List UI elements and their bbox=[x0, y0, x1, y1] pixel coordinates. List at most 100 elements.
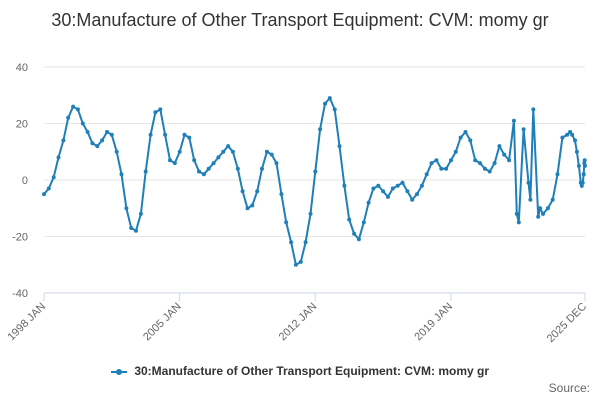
data-point bbox=[114, 149, 119, 154]
data-point bbox=[269, 152, 274, 157]
data-point bbox=[226, 144, 231, 149]
data-point bbox=[279, 192, 284, 197]
data-point bbox=[342, 183, 347, 188]
data-point bbox=[434, 158, 439, 163]
data-point bbox=[337, 144, 342, 149]
data-point bbox=[581, 172, 586, 177]
data-point bbox=[158, 107, 163, 112]
data-point bbox=[568, 130, 573, 134]
data-point bbox=[124, 206, 129, 211]
data-point bbox=[570, 132, 575, 137]
data-point bbox=[381, 189, 386, 194]
data-point bbox=[284, 220, 289, 225]
data-point bbox=[405, 189, 410, 194]
data-point bbox=[531, 107, 536, 112]
data-point bbox=[502, 152, 507, 157]
data-point bbox=[182, 132, 187, 137]
data-point bbox=[75, 107, 80, 112]
data-point bbox=[390, 186, 395, 191]
data-point bbox=[71, 104, 76, 109]
data-point bbox=[473, 158, 478, 163]
series-line bbox=[43, 96, 586, 267]
y-axis-ticks: 40 20 0 -20 -40 bbox=[12, 62, 28, 300]
data-point bbox=[347, 217, 352, 222]
data-point bbox=[395, 183, 400, 188]
data-point bbox=[487, 169, 492, 174]
data-point bbox=[172, 161, 177, 166]
data-point bbox=[545, 206, 550, 211]
data-point bbox=[255, 189, 260, 194]
data-point bbox=[439, 166, 444, 171]
data-point bbox=[293, 262, 298, 267]
data-point bbox=[206, 166, 211, 171]
data-point bbox=[134, 228, 138, 233]
data-point bbox=[109, 132, 114, 137]
data-point bbox=[458, 135, 463, 140]
data-point bbox=[528, 197, 533, 202]
data-point bbox=[105, 130, 109, 134]
y-tick-label: 20 bbox=[16, 119, 28, 131]
data-point bbox=[148, 132, 153, 137]
data-point bbox=[250, 203, 255, 208]
data-point bbox=[574, 149, 579, 154]
data-point bbox=[366, 200, 371, 205]
data-point bbox=[313, 169, 318, 174]
data-point bbox=[516, 220, 521, 225]
data-point bbox=[66, 115, 71, 120]
data-point bbox=[419, 183, 424, 188]
data-point bbox=[541, 211, 545, 216]
y-tick-label: 40 bbox=[16, 62, 28, 74]
data-point bbox=[308, 211, 313, 216]
data-point bbox=[80, 121, 85, 126]
data-point bbox=[497, 144, 502, 149]
data-point bbox=[444, 166, 449, 171]
data-point bbox=[230, 149, 235, 154]
data-point bbox=[514, 211, 519, 216]
data-point bbox=[371, 186, 376, 191]
data-point bbox=[376, 183, 381, 188]
data-point bbox=[51, 175, 56, 180]
data-point bbox=[163, 132, 168, 137]
data-point bbox=[424, 172, 429, 177]
data-point bbox=[580, 180, 585, 185]
data-point bbox=[274, 161, 279, 166]
data-point bbox=[240, 189, 245, 194]
data-point bbox=[264, 149, 269, 154]
data-point bbox=[468, 138, 473, 143]
y-tick-label: -20 bbox=[12, 232, 28, 244]
data-point bbox=[56, 155, 61, 160]
data-point bbox=[352, 231, 357, 236]
data-point bbox=[192, 158, 197, 163]
series-points bbox=[42, 96, 587, 267]
data-point bbox=[260, 166, 264, 171]
data-point bbox=[61, 138, 66, 143]
chart-title: 30:Manufacture of Other Transport Equipm… bbox=[51, 10, 549, 30]
data-point bbox=[211, 161, 216, 166]
data-point bbox=[555, 172, 560, 177]
data-point bbox=[386, 194, 390, 199]
data-point bbox=[327, 96, 332, 101]
data-point bbox=[478, 161, 482, 166]
data-point bbox=[361, 220, 366, 225]
data-point bbox=[95, 144, 100, 149]
data-point bbox=[168, 158, 172, 163]
data-point bbox=[410, 197, 415, 202]
x-axis-ticks: 1998 JAN 2005 JAN 2012 JAN 2019 JAN 2025 DEC bbox=[5, 293, 589, 345]
data-point bbox=[449, 158, 453, 163]
data-point bbox=[507, 158, 512, 163]
data-point bbox=[453, 149, 458, 154]
data-point bbox=[235, 166, 240, 171]
x-tick-label: 2012 JAN bbox=[277, 301, 320, 344]
data-point bbox=[197, 169, 201, 174]
source-label: Source: bbox=[548, 381, 590, 395]
x-tick-label: 1998 JAN bbox=[5, 301, 48, 344]
legend[interactable]: 30:Manufacture of Other Transport Equipm… bbox=[0, 364, 600, 378]
data-point bbox=[463, 130, 468, 134]
data-point bbox=[216, 155, 221, 160]
data-point bbox=[153, 110, 158, 115]
data-point bbox=[323, 101, 327, 106]
data-point bbox=[221, 149, 226, 154]
data-point bbox=[526, 180, 531, 185]
data-point bbox=[245, 206, 250, 211]
data-point bbox=[187, 135, 192, 140]
